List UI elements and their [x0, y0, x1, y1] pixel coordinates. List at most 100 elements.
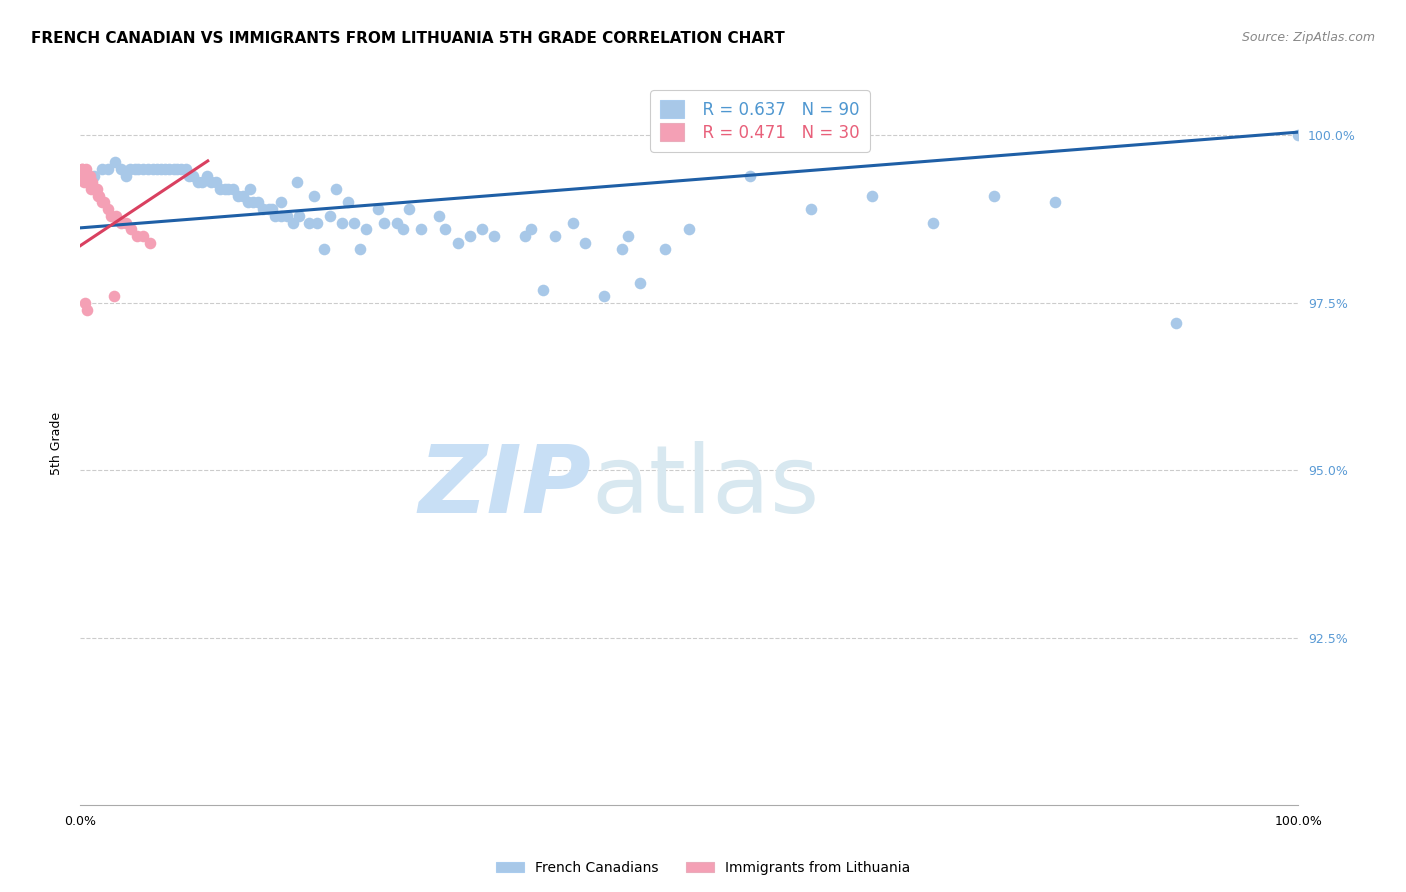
Point [270, 195, 292, 210]
Point [276, 209, 298, 223]
Point [281, 215, 304, 229]
Point [312, 243, 335, 257]
Point [136, 161, 159, 176]
Point [617, 229, 640, 244]
Point [336, 195, 359, 210]
Point [330, 215, 353, 229]
Point [132, 229, 155, 244]
Point [860, 188, 883, 202]
Point [562, 215, 585, 229]
Point [166, 161, 188, 176]
Point [205, 175, 228, 189]
Point [298, 215, 321, 229]
Point [90, 195, 112, 210]
Point [574, 235, 596, 250]
Point [263, 209, 285, 223]
Point [75, 161, 97, 176]
Point [208, 182, 231, 196]
Point [132, 161, 155, 176]
Point [654, 243, 676, 257]
Point [519, 222, 541, 236]
Point [125, 229, 148, 244]
Point [72, 169, 94, 183]
Point [270, 209, 292, 223]
Point [738, 169, 761, 183]
Point [83, 169, 105, 183]
Point [513, 229, 536, 244]
Point [592, 289, 614, 303]
Point [398, 202, 420, 216]
Point [76, 302, 98, 317]
Point [318, 209, 340, 223]
Point [97, 202, 120, 216]
Point [288, 209, 311, 223]
Point [544, 229, 567, 244]
Point [170, 161, 193, 176]
Point [921, 215, 943, 229]
Point [86, 182, 108, 196]
Point [120, 222, 142, 236]
Point [257, 202, 280, 216]
Point [239, 182, 262, 196]
Point [115, 169, 138, 183]
Point [434, 222, 457, 236]
Point [83, 182, 105, 196]
Point [142, 161, 165, 176]
Point [76, 175, 98, 189]
Point [110, 161, 132, 176]
Point [471, 222, 494, 236]
Text: Source: ZipAtlas.com: Source: ZipAtlas.com [1241, 31, 1375, 45]
Point [800, 202, 823, 216]
Point [110, 215, 132, 229]
Point [367, 202, 389, 216]
Point [385, 215, 408, 229]
Point [343, 215, 366, 229]
Point [174, 161, 197, 176]
Text: ZIP: ZIP [419, 441, 592, 533]
Point [150, 161, 173, 176]
Point [458, 229, 481, 244]
Point [124, 161, 146, 176]
Point [105, 209, 128, 223]
Point [409, 222, 432, 236]
Point [325, 182, 347, 196]
Point [446, 235, 468, 250]
Point [139, 235, 162, 250]
Point [97, 161, 120, 176]
Point [222, 182, 245, 196]
Point [307, 215, 329, 229]
Point [242, 195, 264, 210]
Y-axis label: 5th Grade: 5th Grade [51, 412, 63, 475]
Point [89, 188, 111, 202]
Legend:   R = 0.637   N = 90,   R = 0.471   N = 30: R = 0.637 N = 90, R = 0.471 N = 30 [650, 90, 869, 152]
Point [77, 175, 100, 189]
Legend: French Canadians, Immigrants from Lithuania: French Canadians, Immigrants from Lithua… [491, 855, 915, 880]
Point [162, 161, 184, 176]
Point [1043, 195, 1066, 210]
Point [195, 169, 218, 183]
Point [179, 169, 201, 183]
Point [90, 161, 112, 176]
Point [157, 161, 180, 176]
Point [190, 175, 212, 189]
Point [226, 188, 249, 202]
Point [236, 195, 259, 210]
Point [610, 243, 633, 257]
Point [391, 222, 413, 236]
Point [153, 161, 176, 176]
Point [246, 195, 269, 210]
Point [104, 155, 127, 169]
Point [302, 188, 325, 202]
Point [531, 283, 554, 297]
Point [983, 188, 1005, 202]
Point [200, 175, 222, 189]
Point [72, 161, 94, 176]
Point [262, 202, 284, 216]
Point [93, 195, 115, 210]
Point [115, 215, 138, 229]
Point [628, 276, 651, 290]
Point [103, 289, 125, 303]
Point [354, 222, 377, 236]
Point [79, 169, 101, 183]
Point [373, 215, 395, 229]
